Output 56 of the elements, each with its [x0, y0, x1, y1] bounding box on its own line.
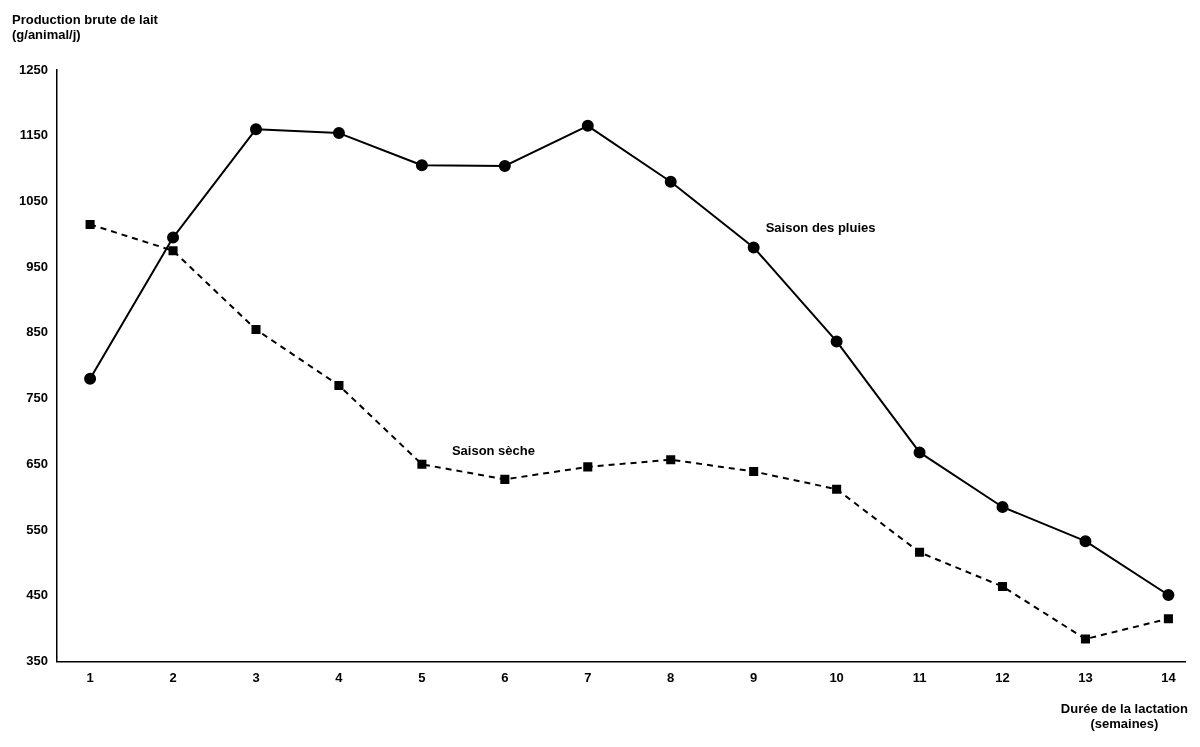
x-tick-label: 12: [995, 669, 1010, 685]
series-label: Saison des pluies: [765, 220, 876, 236]
point: [997, 581, 1008, 592]
point: [332, 127, 345, 140]
point: [167, 231, 180, 244]
y-tick-label: 1150: [19, 127, 48, 143]
point: [664, 175, 677, 188]
point: [84, 372, 97, 385]
series-label: Saison sèche: [451, 443, 535, 459]
y-tick-label: 550: [26, 521, 48, 537]
x-tick-label: 3: [252, 669, 260, 685]
x-tick-label: 8: [667, 669, 675, 685]
y-tick-label: 750: [26, 390, 48, 406]
x-tick-label: 9: [750, 669, 758, 685]
point: [1080, 634, 1090, 644]
y-axis-title: Production brute de lait (g/animal/j): [12, 12, 159, 43]
point: [249, 123, 262, 136]
point: [913, 446, 926, 459]
x-tick-label: 1: [86, 669, 94, 685]
point: [830, 335, 843, 348]
point: [417, 459, 427, 469]
y-tick-label: 650: [26, 455, 48, 471]
point: [415, 159, 428, 172]
point: [1079, 535, 1092, 548]
point: [85, 219, 95, 229]
point: [251, 325, 261, 335]
x-tick-label: 4: [335, 669, 344, 685]
point: [915, 547, 925, 557]
point: [666, 455, 676, 465]
point: [168, 246, 178, 256]
y-tick-label: 1250: [19, 61, 48, 77]
x-tick-label: 10: [829, 669, 844, 685]
y-tick-label: 1050: [19, 193, 48, 208]
x-axis-title: Durée de la lactation (semaines): [1060, 701, 1189, 732]
point: [1163, 614, 1173, 624]
point: [498, 159, 511, 172]
x-tick-label: 6: [501, 669, 509, 685]
y-tick-label: 450: [26, 587, 48, 603]
x-tick-label: 11: [912, 669, 927, 685]
point: [1162, 589, 1175, 602]
y-tick-label: 350: [26, 652, 48, 668]
point: [500, 474, 510, 484]
y-tick-label: 950: [26, 258, 48, 274]
x-tick-label: 13: [1078, 669, 1093, 685]
point: [581, 119, 594, 132]
point: [832, 484, 842, 494]
point: [583, 462, 593, 472]
x-tick-label: 7: [584, 669, 592, 685]
y-tick-label: 850: [26, 324, 48, 340]
x-tick-label: 2: [169, 669, 177, 685]
point: [334, 380, 344, 390]
point: [749, 466, 759, 477]
point: [747, 241, 760, 254]
point: [996, 500, 1009, 513]
x-tick-label: 14: [1161, 669, 1177, 685]
x-tick-label: 5: [418, 669, 426, 685]
